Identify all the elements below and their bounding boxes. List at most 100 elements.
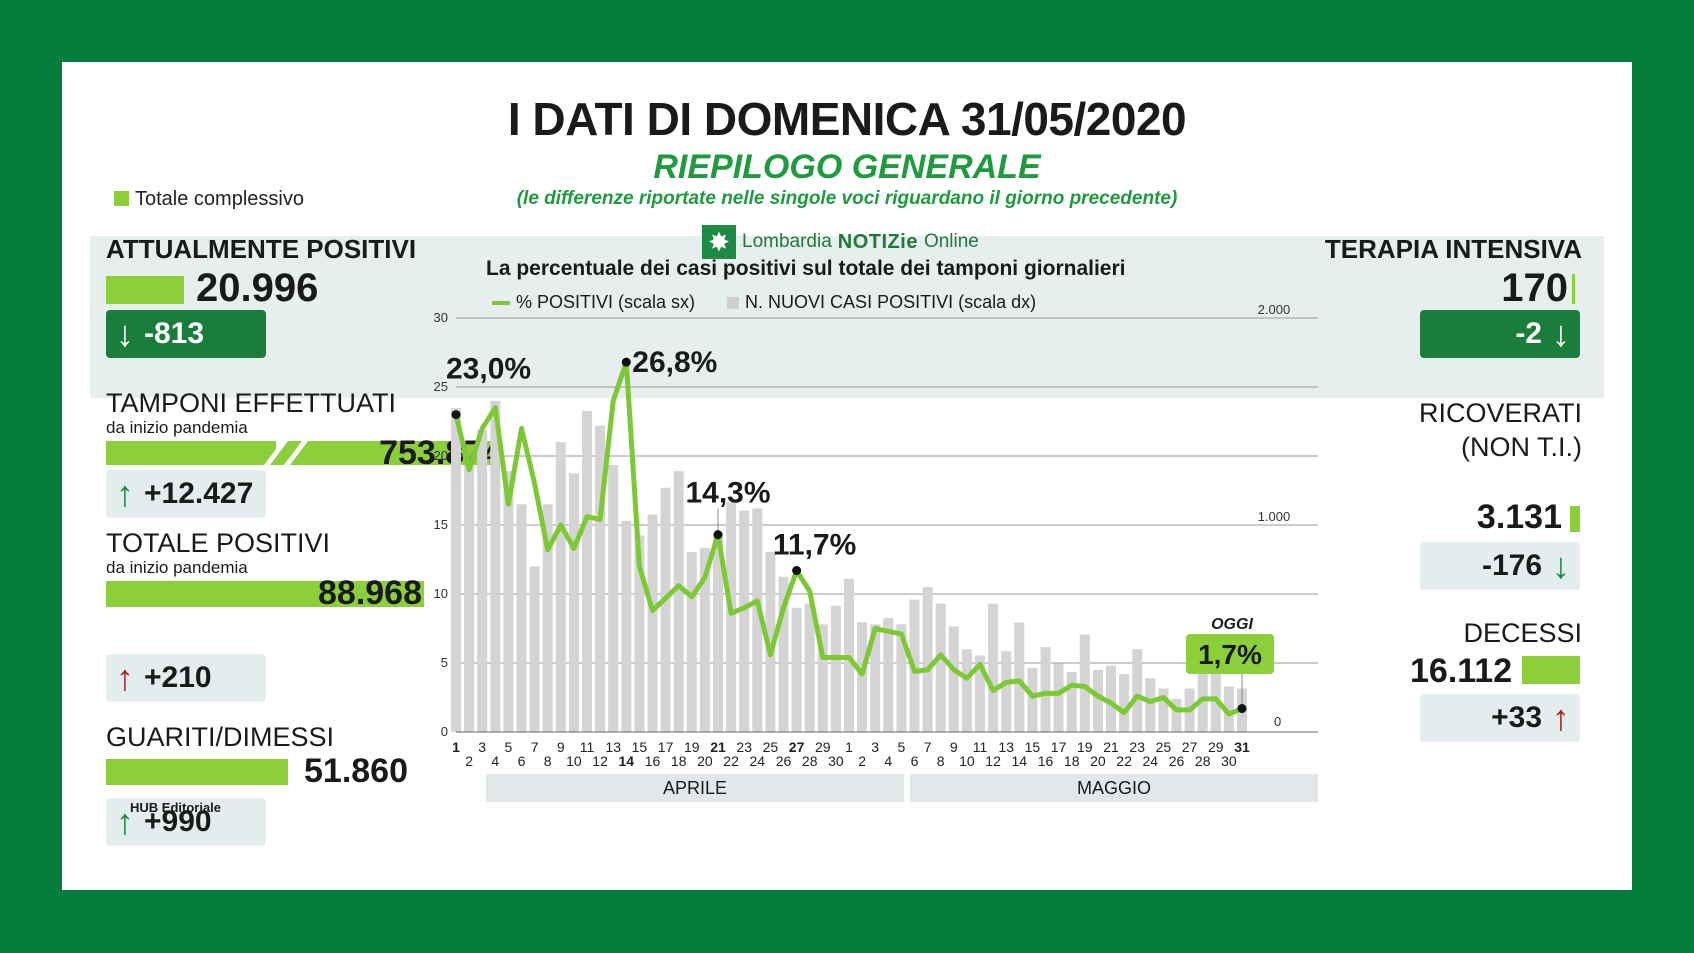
guariti-value: 51.860 bbox=[304, 752, 408, 790]
logo-icon: ✸ bbox=[702, 225, 736, 259]
guariti-label: GUARITI/DIMESSI bbox=[106, 722, 335, 752]
x-tick-label: 28 bbox=[802, 753, 818, 769]
tamponi-bar-break bbox=[264, 441, 498, 465]
x-tick-label: 22 bbox=[723, 753, 739, 769]
bar bbox=[1079, 634, 1090, 732]
bar bbox=[739, 510, 750, 732]
tamponi-delta: ↑ +12.427 bbox=[106, 470, 266, 518]
attualmente-label: ATTUALMENTE POSITIVI bbox=[106, 234, 417, 264]
bar bbox=[503, 471, 514, 732]
x-tick-label: 2 bbox=[465, 753, 473, 769]
x-tick-label: 8 bbox=[544, 753, 552, 769]
y-right-tick-label: 1.000 bbox=[1258, 509, 1291, 524]
bar bbox=[1132, 649, 1143, 732]
page-subtitle: RIEPILOGO GENERALE bbox=[653, 148, 1041, 186]
x-tick-label: 23 bbox=[736, 739, 752, 755]
bar bbox=[817, 624, 828, 732]
x-tick-label: 23 bbox=[1129, 739, 1145, 755]
x-tick-label: 16 bbox=[1038, 753, 1054, 769]
bar bbox=[1001, 651, 1012, 732]
bar bbox=[948, 626, 959, 732]
arrow-up-icon: ↑ bbox=[116, 801, 134, 842]
x-tick-label: 17 bbox=[658, 739, 674, 755]
month-maggio: MAGGIO bbox=[910, 774, 1318, 802]
logo: ✸ Lombardia NOTIZie Online bbox=[702, 222, 979, 262]
x-tick-label: 18 bbox=[1064, 753, 1080, 769]
bar bbox=[1092, 669, 1103, 732]
x-tick-label: 4 bbox=[491, 753, 499, 769]
x-tick-label: 24 bbox=[1143, 753, 1159, 769]
bar bbox=[1145, 678, 1156, 732]
x-tick-label: 27 bbox=[789, 739, 805, 755]
annotation-box bbox=[1186, 634, 1274, 674]
bar bbox=[634, 535, 645, 732]
y-left-tick-label: 5 bbox=[441, 655, 448, 670]
bar bbox=[922, 587, 933, 732]
x-tick-label: 1 bbox=[452, 739, 460, 755]
y-left-tick-label: 20 bbox=[434, 448, 448, 463]
arrow-up-icon: ↑ bbox=[1552, 697, 1570, 738]
annotation-dot bbox=[792, 566, 802, 576]
legend-bar-label: N. NUOVI CASI POSITIVI (scala dx) bbox=[745, 292, 1037, 312]
month-aprile: APRILE bbox=[486, 774, 904, 802]
x-tick-label: 9 bbox=[950, 739, 958, 755]
y-left-tick-label: 10 bbox=[434, 586, 448, 601]
annotation-label: 26,8% bbox=[632, 346, 717, 379]
ricoverati-value: 3.131 bbox=[1476, 498, 1562, 536]
logo-suffix: Online bbox=[923, 231, 979, 252]
bar bbox=[621, 520, 632, 732]
tamponi-sublabel: da inizio pandemia bbox=[106, 418, 248, 437]
x-tick-label: 30 bbox=[828, 753, 844, 769]
bar bbox=[726, 502, 737, 732]
x-tick-label: 12 bbox=[985, 753, 1001, 769]
bar bbox=[595, 425, 606, 732]
ricoverati-bar bbox=[1570, 506, 1580, 532]
x-tick-label: 9 bbox=[557, 739, 565, 755]
tamponi-label: TAMPONI EFFETTUATI bbox=[106, 388, 396, 418]
decessi-delta: +33 ↑ bbox=[1420, 694, 1580, 742]
bar bbox=[1158, 688, 1169, 732]
credit: HUB Editoriale bbox=[130, 800, 222, 815]
page-title: I DATI DI DOMENICA 31/05/2020 bbox=[507, 93, 1187, 145]
y-left-tick-label: 30 bbox=[434, 310, 448, 325]
bar bbox=[542, 504, 553, 732]
infographic-card: I DATI DI DOMENICA 31/05/2020 RIEPILOGO … bbox=[62, 62, 1632, 890]
x-tick-label: 25 bbox=[1156, 739, 1172, 755]
annotation-label: OGGI bbox=[1211, 616, 1253, 633]
bar bbox=[935, 603, 946, 732]
x-tick-label: 18 bbox=[671, 753, 687, 769]
x-tick-label: 29 bbox=[1208, 739, 1224, 755]
bar bbox=[1119, 674, 1130, 732]
guariti-delta: ↑ +990 bbox=[106, 798, 266, 846]
bar bbox=[961, 649, 972, 732]
totale-sublabel: da inizio pandemia bbox=[106, 558, 248, 577]
x-tick-label: 29 bbox=[815, 739, 831, 755]
x-tick-label: 11 bbox=[580, 739, 595, 755]
annotation-label: 11,7% bbox=[773, 529, 856, 562]
x-tick-label: 14 bbox=[619, 753, 635, 769]
x-tick-label: 20 bbox=[1090, 753, 1106, 769]
totale-value: 88.968 bbox=[318, 574, 422, 612]
page-note: (le differenze riportate nelle singole v… bbox=[516, 188, 1178, 209]
bar bbox=[477, 429, 488, 732]
bar bbox=[778, 576, 789, 732]
totale-label: TOTALE POSITIVI bbox=[106, 528, 331, 558]
x-tick-label: 14 bbox=[1012, 753, 1028, 769]
arrow-down-icon: ↓ bbox=[1552, 545, 1570, 586]
x-tick-label: 13 bbox=[998, 739, 1014, 755]
totale-bar bbox=[106, 581, 424, 607]
x-tick-label: 12 bbox=[592, 753, 608, 769]
terapia-delta-value: -2 bbox=[1515, 317, 1542, 350]
x-tick-label: 15 bbox=[632, 739, 648, 755]
bar bbox=[568, 473, 579, 732]
decessi-label: DECESSI bbox=[1463, 618, 1582, 648]
chart-title: La percentuale dei casi positivi sul tot… bbox=[486, 257, 1126, 280]
decessi-bar bbox=[1522, 656, 1580, 684]
annotation-dot bbox=[1237, 704, 1247, 714]
x-tick-label: 19 bbox=[1077, 739, 1093, 755]
bar bbox=[883, 618, 894, 732]
arrow-up-icon: ↑ bbox=[116, 657, 134, 698]
bar bbox=[673, 471, 684, 732]
annotation-label: 1,7% bbox=[1198, 639, 1262, 670]
legend-total-swatch bbox=[114, 191, 129, 206]
